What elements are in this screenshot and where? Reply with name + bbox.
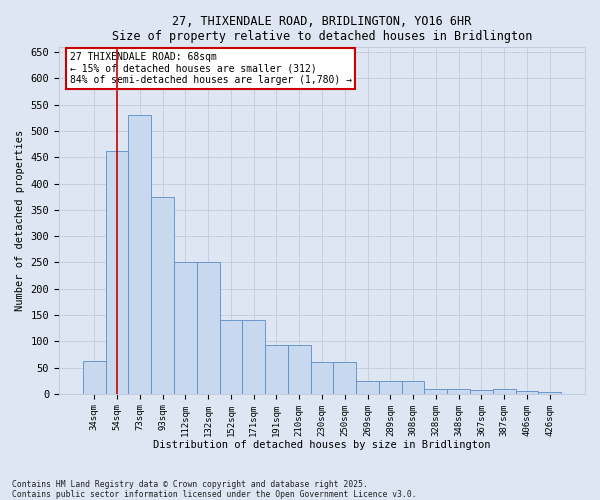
Bar [265,345,288,394]
Bar [106,151,128,394]
Bar [220,320,242,394]
Bar [151,196,174,394]
Bar [493,388,515,394]
Bar [538,392,561,394]
Bar [402,380,424,394]
Bar [288,345,311,394]
Bar [197,262,220,394]
Title: 27, THIXENDALE ROAD, BRIDLINGTON, YO16 6HR
Size of property relative to detached: 27, THIXENDALE ROAD, BRIDLINGTON, YO16 6… [112,15,532,43]
Bar [447,388,470,394]
Bar [83,362,106,394]
Bar [311,362,334,394]
Bar [470,390,493,394]
X-axis label: Distribution of detached houses by size in Bridlington: Distribution of detached houses by size … [153,440,491,450]
Bar [242,320,265,394]
Bar [515,391,538,394]
Bar [424,388,447,394]
Bar [334,362,356,394]
Bar [356,380,379,394]
Bar [128,116,151,394]
Y-axis label: Number of detached properties: Number of detached properties [15,130,25,311]
Bar [379,380,402,394]
Bar [174,262,197,394]
Text: Contains HM Land Registry data © Crown copyright and database right 2025.
Contai: Contains HM Land Registry data © Crown c… [12,480,416,499]
Text: 27 THIXENDALE ROAD: 68sqm
← 15% of detached houses are smaller (312)
84% of semi: 27 THIXENDALE ROAD: 68sqm ← 15% of detac… [70,52,352,86]
